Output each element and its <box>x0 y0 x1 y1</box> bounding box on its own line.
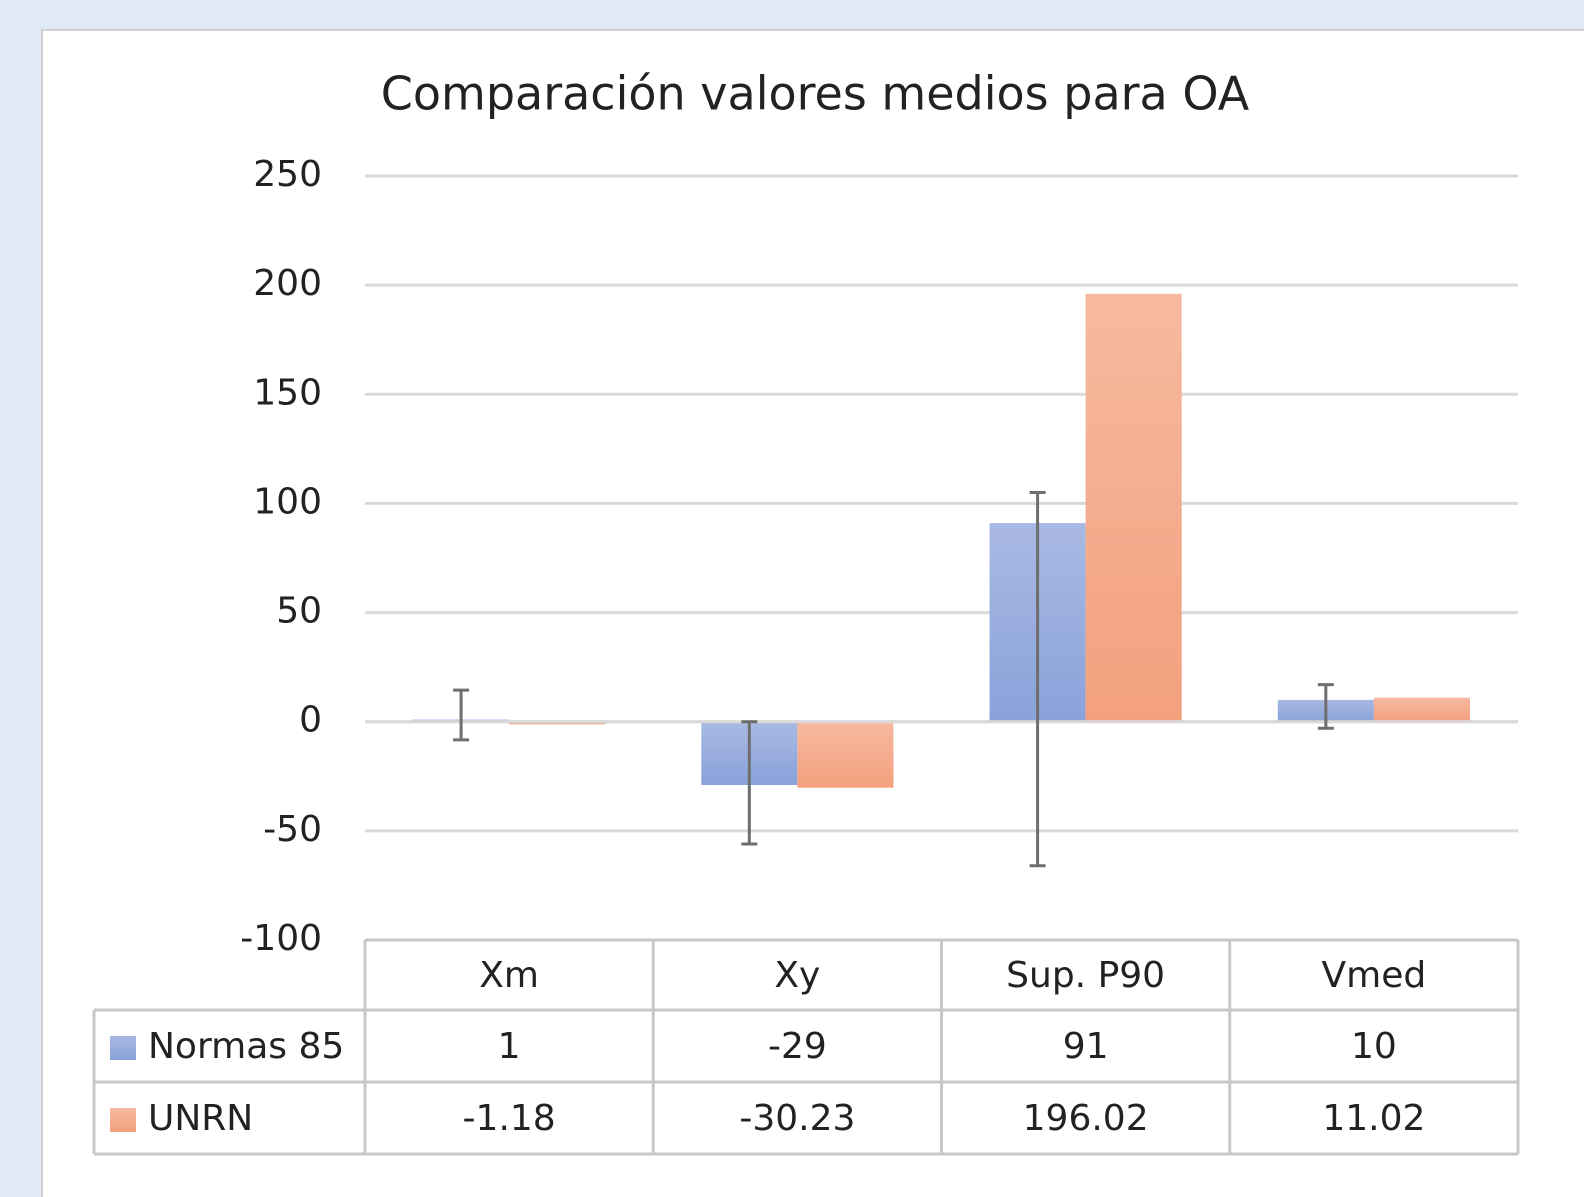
legend-label: UNRN <box>148 1098 253 1139</box>
y-tick-label: 100 <box>253 481 322 522</box>
chart-title: Comparación valores medios para OA <box>381 67 1250 121</box>
x-tick-label: Sup. P90 <box>1006 955 1165 996</box>
x-tick-label: Vmed <box>1322 955 1427 996</box>
y-tick-label: 0 <box>299 700 322 741</box>
y-tick-label: -50 <box>263 809 322 850</box>
bar <box>1373 697 1470 722</box>
y-tick-label: 50 <box>276 591 322 632</box>
bar <box>1085 293 1182 722</box>
table-value: 1 <box>498 1026 521 1067</box>
table-value: -1.18 <box>463 1098 556 1139</box>
table-value: -30.23 <box>739 1098 855 1139</box>
bar <box>797 721 894 788</box>
x-tick-label: Xm <box>479 955 539 996</box>
table-value: 11.02 <box>1322 1098 1425 1139</box>
legend-swatch <box>110 1036 136 1060</box>
table-value: 10 <box>1351 1026 1397 1067</box>
legend-label: Normas 85 <box>148 1026 344 1067</box>
table-value: -29 <box>768 1026 827 1067</box>
y-tick-label: 250 <box>253 154 322 195</box>
x-tick-label: Xy <box>774 955 820 996</box>
table-value: 91 <box>1063 1026 1109 1067</box>
y-tick-label: 200 <box>253 263 322 304</box>
y-tick-label: -100 <box>240 918 322 959</box>
legend-swatch <box>110 1108 136 1132</box>
y-tick-label: 150 <box>253 372 322 413</box>
table-value: 196.02 <box>1023 1098 1149 1139</box>
